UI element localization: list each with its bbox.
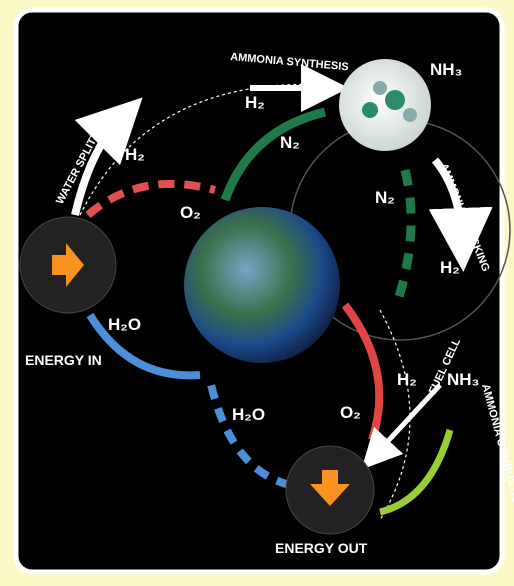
species-label: H₂: [125, 145, 145, 164]
node-label: NH₃: [430, 60, 462, 79]
atom: [403, 108, 417, 122]
node-label: ENERGY IN: [25, 352, 102, 368]
atom: [385, 90, 405, 110]
species-label: H₂: [245, 93, 265, 112]
atom: [362, 102, 378, 118]
species-label: N₂: [280, 133, 300, 152]
page: ENERGY IN ENERGY OUT NH₃ AMMONIA SYNTHES…: [0, 0, 514, 581]
atom: [373, 81, 387, 95]
earth: [184, 207, 340, 363]
species-label: N₂: [375, 188, 395, 207]
species-label: H₂: [397, 370, 417, 389]
species-label: H₂: [440, 258, 460, 277]
nh3-molecule: [339, 59, 431, 151]
species-label: O₂: [180, 203, 201, 222]
species-label: H₂O: [232, 405, 265, 424]
species-label: H₂O: [108, 315, 141, 334]
diagram: ENERGY IN ENERGY OUT NH₃ AMMONIA SYNTHES…: [0, 0, 514, 581]
node-label: ENERGY OUT: [275, 540, 368, 556]
species-label: NH₃: [447, 370, 479, 389]
species-label: O₂: [340, 403, 361, 422]
